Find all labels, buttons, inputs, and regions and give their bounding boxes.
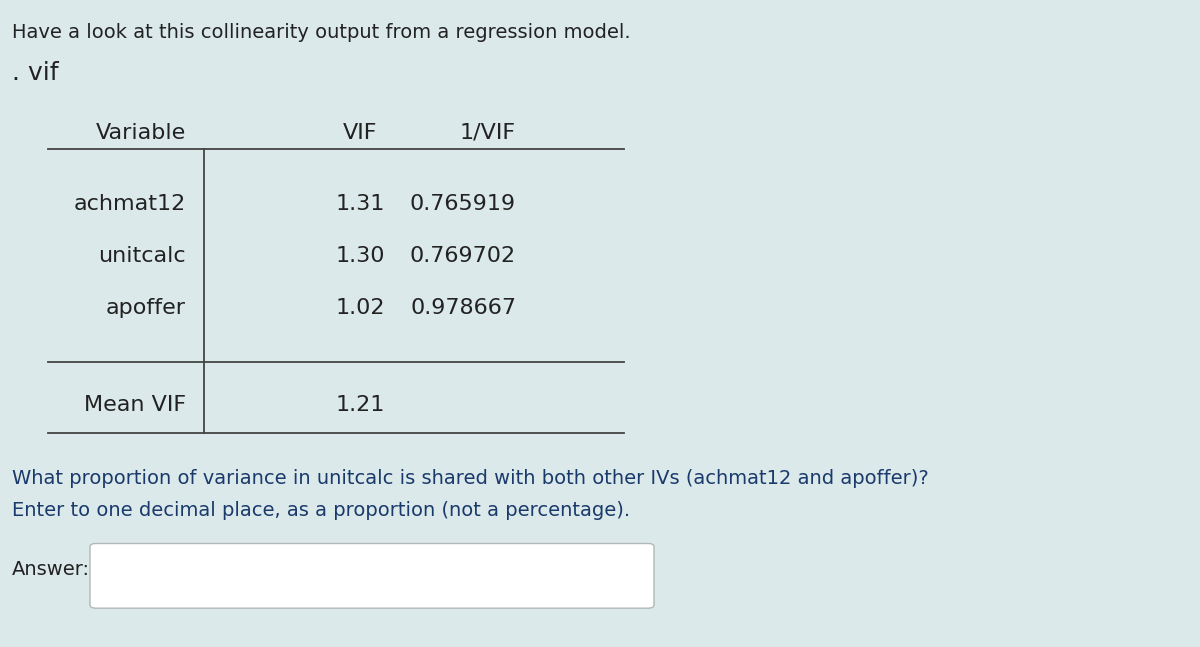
Text: 1.30: 1.30: [335, 246, 385, 266]
Text: Answer:: Answer:: [12, 560, 90, 578]
Text: VIF: VIF: [343, 123, 377, 143]
Text: 1.21: 1.21: [335, 395, 385, 415]
Text: Have a look at this collinearity output from a regression model.: Have a look at this collinearity output …: [12, 23, 631, 41]
Text: . vif: . vif: [12, 61, 59, 85]
Text: What proportion of variance in unitcalc is shared with both other IVs (achmat12 : What proportion of variance in unitcalc …: [12, 469, 929, 488]
Text: Enter to one decimal place, as a proportion (not a percentage).: Enter to one decimal place, as a proport…: [12, 501, 630, 520]
Text: 0.978667: 0.978667: [410, 298, 516, 318]
Text: 1/VIF: 1/VIF: [460, 123, 516, 143]
Text: 0.769702: 0.769702: [410, 246, 516, 266]
Text: Variable: Variable: [96, 123, 186, 143]
Text: apoffer: apoffer: [106, 298, 186, 318]
Text: Mean VIF: Mean VIF: [84, 395, 186, 415]
Text: unitcalc: unitcalc: [98, 246, 186, 266]
Text: achmat12: achmat12: [73, 194, 186, 214]
Text: 0.765919: 0.765919: [410, 194, 516, 214]
Text: 1.02: 1.02: [335, 298, 385, 318]
Text: 1.31: 1.31: [335, 194, 385, 214]
